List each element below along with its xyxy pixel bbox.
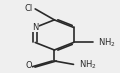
Text: Cl: Cl — [24, 4, 33, 13]
Text: N: N — [32, 23, 38, 32]
Text: NH$_2$: NH$_2$ — [98, 36, 116, 49]
Text: O: O — [25, 61, 32, 70]
Text: NH$_2$: NH$_2$ — [79, 58, 97, 71]
